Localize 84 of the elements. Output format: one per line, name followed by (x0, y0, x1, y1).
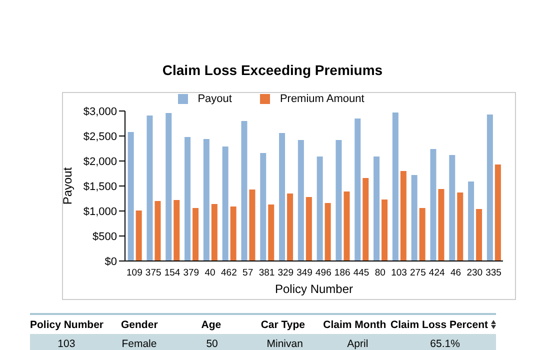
bar (298, 140, 304, 261)
x-tick-label: 462 (221, 268, 237, 279)
text: Female (120, 338, 158, 350)
x-tick-label: 186 (334, 268, 350, 279)
bar (468, 182, 474, 261)
bar (192, 208, 199, 261)
text: 65.1% (429, 338, 461, 350)
y-tick-label: $0 (104, 256, 117, 268)
bar (306, 197, 312, 261)
y-axis-title: Payout (60, 166, 74, 205)
bar (382, 200, 388, 261)
bar (146, 116, 153, 261)
bar (316, 156, 323, 261)
bar (230, 206, 236, 261)
bar (184, 137, 191, 261)
x-tick-label: 275 (410, 268, 426, 279)
bar (136, 210, 142, 261)
text: Minivan (266, 338, 304, 350)
bar (362, 178, 369, 261)
x-tick-label: 40 (204, 268, 216, 279)
bar (324, 203, 331, 261)
category-label: Car Type (260, 318, 306, 330)
chart-title: Claim Loss Exceeding Premiums (161, 62, 384, 78)
bar (400, 171, 406, 261)
bar (354, 118, 361, 261)
x-tick-label: 375 (145, 268, 162, 279)
bar (344, 192, 350, 261)
bar (128, 132, 134, 261)
x-tick-label: 46 (450, 268, 462, 279)
category-label: Gender (120, 318, 159, 330)
bar (419, 208, 426, 261)
bar (287, 194, 294, 261)
legend-label: Payout (198, 93, 232, 105)
bar (374, 156, 380, 261)
y-tick-label: $2,000 (83, 156, 117, 168)
bar (260, 153, 266, 261)
x-tick-label: 80 (374, 268, 386, 279)
x-tick-label: 335 (486, 268, 502, 279)
y-tick-label: $1,500 (83, 180, 117, 193)
y-tick-label: $1,000 (83, 206, 117, 218)
bar (476, 209, 482, 261)
bar (166, 113, 172, 261)
legend-label: Premium Amount (280, 93, 364, 105)
bar (154, 201, 161, 261)
x-tick-label: 103 (391, 268, 407, 279)
category-label: Policy Number (30, 318, 104, 330)
bar (486, 114, 493, 261)
x-tick-label: 496 (316, 268, 332, 279)
bar (449, 155, 456, 261)
bar (494, 164, 501, 261)
x-tick-label: 424 (428, 268, 445, 279)
bar (268, 204, 274, 261)
bar (411, 175, 418, 261)
bar (174, 200, 180, 261)
x-tick-label: 57 (242, 268, 254, 279)
bar (430, 149, 436, 261)
x-axis-title: Policy Number (274, 282, 354, 296)
bar (222, 146, 228, 261)
x-tick-label: 379 (183, 268, 200, 279)
y-tick-label: $3,000 (83, 106, 117, 118)
bar (336, 140, 342, 261)
category-label: Claim Month (322, 318, 388, 330)
x-tick-label: 445 (353, 268, 370, 279)
x-tick-label: 381 (258, 268, 275, 279)
bar (279, 133, 286, 261)
x-tick-label: 109 (126, 268, 142, 279)
x-tick-label: 230 (466, 268, 483, 279)
bar (203, 139, 210, 261)
bar (392, 112, 398, 261)
y-tick-label: $500 (92, 230, 117, 243)
text: 103 (56, 338, 76, 350)
text: April (346, 338, 370, 350)
bar (241, 121, 248, 261)
bar (249, 190, 256, 261)
category-label: Claim Loss Percent (390, 318, 489, 330)
bar (438, 189, 444, 261)
category-label: Age (200, 318, 222, 330)
y-tick-label: $2,500 (83, 130, 117, 143)
text: 50 (205, 338, 219, 350)
bar (457, 192, 464, 261)
bar (211, 204, 218, 261)
x-tick-label: 349 (296, 268, 312, 279)
x-tick-label: 154 (164, 268, 180, 279)
x-tick-label: 329 (278, 268, 294, 279)
